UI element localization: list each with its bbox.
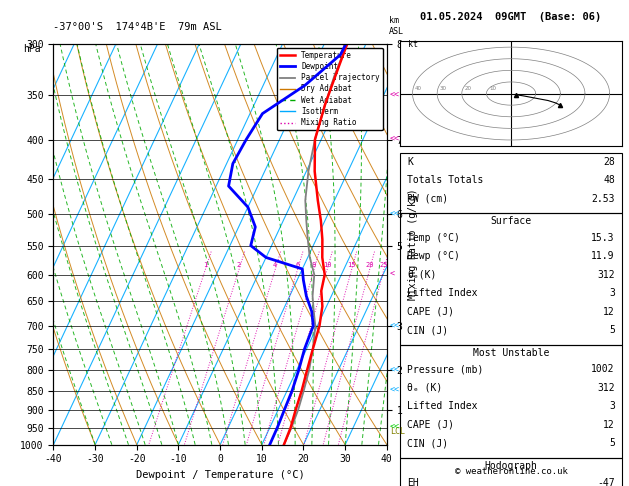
Text: 312: 312 [597, 383, 615, 393]
Text: 12: 12 [603, 307, 615, 317]
Text: 30: 30 [440, 86, 447, 91]
Bar [400, 153, 622, 213]
Text: θₑ(K): θₑ(K) [408, 270, 437, 280]
Text: Most Unstable: Most Unstable [473, 348, 549, 358]
Text: 15: 15 [347, 261, 356, 267]
Text: 15.3: 15.3 [591, 233, 615, 243]
Text: CAPE (J): CAPE (J) [408, 307, 454, 317]
Text: kt: kt [408, 40, 418, 49]
Bar [400, 345, 622, 458]
Text: -47: -47 [597, 478, 615, 486]
Y-axis label: Mixing Ratio (g/kg): Mixing Ratio (g/kg) [408, 189, 418, 300]
Text: <<: << [390, 366, 400, 375]
Text: km
ASL: km ASL [389, 17, 403, 36]
Text: © weatheronline.co.uk: © weatheronline.co.uk [455, 467, 567, 476]
Text: Temp (°C): Temp (°C) [408, 233, 460, 243]
Text: -37°00'S  174°4B'E  79m ASL: -37°00'S 174°4B'E 79m ASL [53, 21, 222, 32]
Text: K: K [408, 157, 413, 167]
Text: 1002: 1002 [591, 364, 615, 375]
Text: PW (cm): PW (cm) [408, 194, 448, 204]
Text: 6: 6 [296, 261, 299, 267]
Text: Totals Totals: Totals Totals [408, 175, 484, 186]
Text: LCL: LCL [390, 427, 405, 435]
Text: CIN (J): CIN (J) [408, 325, 448, 335]
Text: Surface: Surface [491, 216, 532, 226]
Text: <<: << [390, 209, 400, 218]
Text: 5: 5 [609, 325, 615, 335]
Text: 5: 5 [609, 438, 615, 449]
Text: <: < [390, 270, 395, 279]
X-axis label: Dewpoint / Temperature (°C): Dewpoint / Temperature (°C) [136, 470, 304, 480]
Legend: Temperature, Dewpoint, Parcel Trajectory, Dry Adiabat, Wet Adiabat, Isotherm, Mi: Temperature, Dewpoint, Parcel Trajectory… [277, 48, 383, 130]
Text: 40: 40 [415, 86, 422, 91]
Text: Lifted Index: Lifted Index [408, 288, 478, 298]
Text: 12: 12 [603, 420, 615, 430]
Text: 3: 3 [609, 288, 615, 298]
Text: <<: << [390, 135, 400, 144]
Text: 10: 10 [323, 261, 331, 267]
Text: 20: 20 [365, 261, 374, 267]
Text: CIN (J): CIN (J) [408, 438, 448, 449]
Text: 1: 1 [203, 261, 208, 267]
Text: <<: << [390, 321, 400, 330]
Text: 48: 48 [603, 175, 615, 186]
Text: 2: 2 [237, 261, 241, 267]
Text: hPa: hPa [23, 44, 41, 54]
Text: 01.05.2024  09GMT  (Base: 06): 01.05.2024 09GMT (Base: 06) [420, 12, 602, 22]
Text: Pressure (mb): Pressure (mb) [408, 364, 484, 375]
Text: 4: 4 [273, 261, 277, 267]
Text: θₑ (K): θₑ (K) [408, 383, 443, 393]
Text: Lifted Index: Lifted Index [408, 401, 478, 412]
Text: 10: 10 [489, 86, 496, 91]
Text: EH: EH [408, 478, 419, 486]
Bar [400, 213, 622, 345]
Text: 312: 312 [597, 270, 615, 280]
Text: 28: 28 [603, 157, 615, 167]
Text: 8: 8 [312, 261, 316, 267]
Text: 3: 3 [609, 401, 615, 412]
Text: CAPE (J): CAPE (J) [408, 420, 454, 430]
Bar [400, 458, 622, 486]
Text: <<: << [390, 90, 400, 100]
Text: 11.9: 11.9 [591, 251, 615, 261]
Text: 20: 20 [464, 86, 471, 91]
Text: Dewp (°C): Dewp (°C) [408, 251, 460, 261]
Text: <<: << [390, 386, 400, 395]
Text: 25: 25 [380, 261, 388, 267]
Text: Hodograph: Hodograph [484, 461, 538, 471]
Text: <<: << [390, 423, 400, 432]
Text: 2.53: 2.53 [591, 194, 615, 204]
